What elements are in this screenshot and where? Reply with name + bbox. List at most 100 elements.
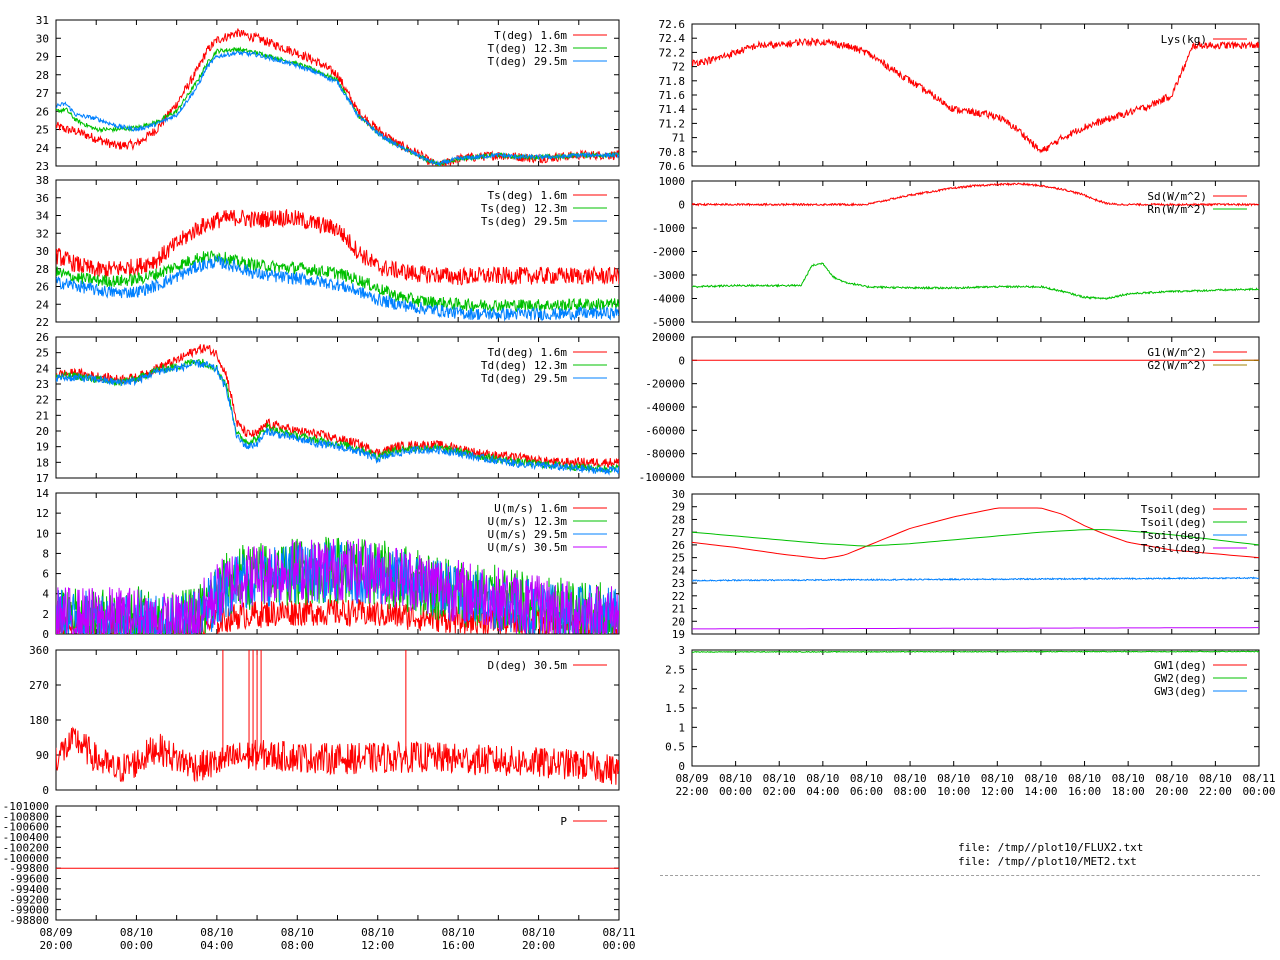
y-tick-label: 28 — [36, 69, 49, 82]
y-tick-label: 28 — [36, 263, 49, 276]
series-line-ts-2 — [56, 254, 619, 322]
y-tick-label: 31 — [36, 14, 49, 27]
y-tick-label: 26 — [36, 281, 49, 294]
y-tick-label: 2.5 — [665, 663, 685, 676]
legend-label: Tsoil(deg) — [1141, 503, 1207, 516]
legend-label: Td(deg) 29.5m — [481, 372, 567, 385]
legend-label: Tsoil(deg) — [1141, 516, 1207, 529]
x-time-label: 00:00 — [602, 939, 635, 952]
y-tick-label: 2 — [678, 683, 685, 696]
y-tick-label: -4000 — [652, 293, 685, 306]
y-tick-label: 90 — [36, 749, 49, 762]
y-tick-label: 27 — [36, 87, 49, 100]
x-time-label: 20:00 — [39, 939, 72, 952]
x-time-label: 00:00 — [719, 785, 752, 798]
plot-frame — [691, 493, 1260, 635]
y-tick-label: -5000 — [652, 316, 685, 329]
x-time-label: 16:00 — [442, 939, 475, 952]
y-tick-label: 72.4 — [659, 32, 686, 45]
legend-label: G1(W/m^2) — [1147, 346, 1207, 359]
y-tick-label: 19 — [672, 628, 685, 641]
series-group — [692, 182, 1259, 300]
y-tick-label: -100400 — [3, 831, 49, 844]
series-group — [56, 344, 619, 476]
y-tick-label: 360 — [29, 644, 49, 657]
y-tick-label: 27 — [672, 526, 685, 539]
y-tick-label: 24 — [36, 142, 50, 155]
x-time-label: 14:00 — [1024, 785, 1057, 798]
y-tick-label: 20000 — [652, 331, 685, 344]
y-tick-label: 72 — [672, 61, 685, 74]
y-tick-label: -20000 — [645, 378, 685, 391]
x-time-label: 00:00 — [1242, 785, 1275, 798]
y-tick-label: 22 — [36, 394, 49, 407]
legend-label: Ts(deg) 12.3m — [481, 202, 567, 215]
series-line-td-1 — [56, 358, 619, 473]
y-tick-label: 18 — [36, 456, 49, 469]
y-tick-label: 1000 — [659, 175, 686, 188]
x-time-label: 22:00 — [675, 785, 708, 798]
series-line-gw-1 — [692, 650, 1259, 653]
y-tick-label: 23 — [36, 160, 49, 173]
x-time-label: 22:00 — [1199, 785, 1232, 798]
y-tick-label: -99200 — [9, 893, 49, 906]
legend-label: P — [560, 815, 567, 828]
x-time-label: 20:00 — [522, 939, 555, 952]
y-tick-label: 8 — [42, 547, 49, 560]
x-date-label: 08/10 — [522, 926, 555, 939]
y-tick-label: 25 — [36, 124, 49, 137]
y-tick-label: 20 — [36, 425, 49, 438]
y-tick-label: 0 — [42, 628, 49, 641]
y-tick-label: 28 — [672, 513, 685, 526]
y-tick-label: -2000 — [652, 246, 685, 259]
y-tick-label: 71 — [672, 132, 685, 145]
series-group — [56, 650, 619, 785]
series-line-ts-1 — [56, 250, 619, 313]
series-group — [692, 650, 1259, 653]
legend-label: T(deg) 12.3m — [488, 42, 568, 55]
y-tick-label: 14 — [36, 487, 50, 500]
x-time-label: 06:00 — [850, 785, 883, 798]
panel-g: -100000 -80000 -60000 -40000 -20000 0 20000 G1(… — [639, 331, 1260, 484]
x-time-label: 10:00 — [937, 785, 970, 798]
x-time-label: 04:00 — [200, 939, 233, 952]
x-time-label: 12:00 — [361, 939, 394, 952]
series-group — [56, 209, 619, 322]
y-tick-label: 12 — [36, 507, 49, 520]
legend-label: Ts(deg) 29.5m — [481, 215, 567, 228]
x-time-label: 18:00 — [1112, 785, 1145, 798]
x-date-label: 08/10 — [1068, 772, 1101, 785]
y-tick-label: 1 — [678, 721, 685, 734]
legend-label: Ts(deg) 1.6m — [488, 189, 568, 202]
legend-label: U(m/s) 30.5m — [488, 541, 568, 554]
y-tick-label: 10 — [36, 527, 49, 540]
x-date-label: 08/11 — [602, 926, 635, 939]
series-line-ts-0 — [56, 209, 619, 286]
y-tick-label: 36 — [36, 192, 49, 205]
x-time-label: 08:00 — [894, 785, 927, 798]
x-time-label: 20:00 — [1155, 785, 1188, 798]
y-tick-label: 71.2 — [659, 117, 686, 130]
legend-label: Rn(W/m^2) — [1147, 203, 1207, 216]
y-tick-label: -100800 — [3, 810, 49, 823]
x-date-label: 08/09 — [39, 926, 72, 939]
legend-label: U(m/s) 1.6m — [494, 502, 567, 515]
y-tick-label: 25 — [36, 347, 49, 360]
legend-label: T(deg) 1.6m — [494, 29, 567, 42]
y-tick-label: -100200 — [3, 841, 49, 854]
y-tick-label: 19 — [36, 441, 49, 454]
y-tick-label: -40000 — [645, 401, 685, 414]
legend-label: GW3(deg) — [1154, 685, 1207, 698]
footer-file-met: file: /tmp//plot10/MET2.txt — [958, 855, 1137, 868]
legend-label: U(m/s) 29.5m — [488, 528, 568, 541]
x-time-label: 16:00 — [1068, 785, 1101, 798]
y-tick-label: 21 — [36, 409, 49, 422]
y-tick-label: -60000 — [645, 424, 685, 437]
y-tick-label: 26 — [672, 539, 685, 552]
series-line-rad-1 — [692, 262, 1259, 300]
y-tick-label: 30 — [672, 488, 685, 501]
y-tick-label: -98800 — [9, 914, 49, 927]
y-tick-label: -3000 — [652, 269, 685, 282]
x-date-label: 08/09 — [675, 772, 708, 785]
